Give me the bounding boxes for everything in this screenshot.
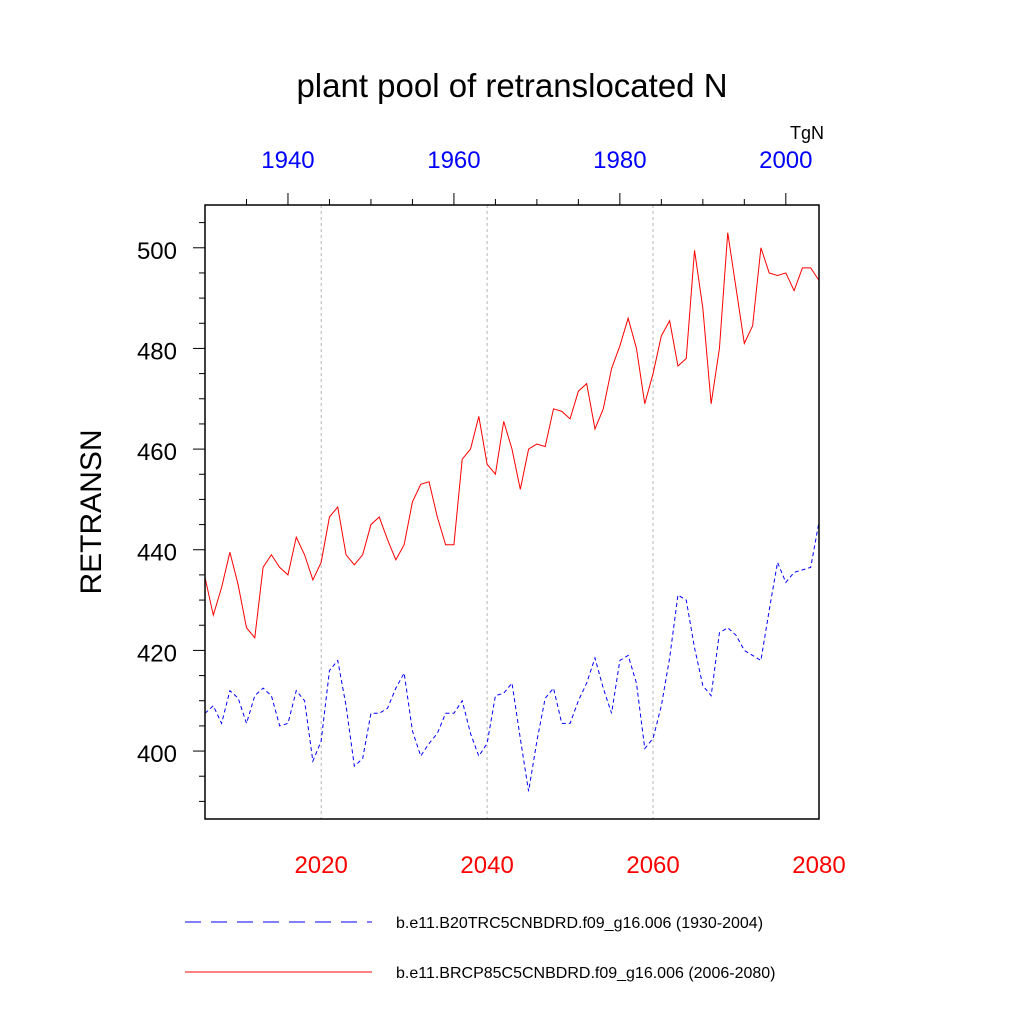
axes: 400 420 440 460 480 500 2020 2040 2060 2080 1940 19…	[137, 147, 846, 879]
bottom-x-tick-label: 2080	[792, 852, 845, 879]
top-x-tick-label: 1960	[427, 147, 480, 174]
top-x-tick-label: 1940	[261, 147, 314, 174]
bottom-x-tick-label: 2040	[460, 852, 513, 879]
legend-label-2: b.e11.BRCP85C5CNBDRD.f09_g16.006 (2006-2…	[396, 965, 775, 982]
units-label: TgN	[790, 123, 824, 143]
top-x-tick-label: 2000	[759, 147, 812, 174]
y-tick-label: 480	[137, 338, 177, 365]
top-x-tick-label: 1980	[593, 147, 646, 174]
chart-title: plant pool of retranslocated N	[296, 67, 727, 104]
y-axis-label: RETRANSN	[75, 429, 108, 594]
grid	[320, 205, 654, 819]
bottom-x-tick-label: 2060	[626, 852, 679, 879]
legend: b.e11.B20TRC5CNBDRD.f09_g16.006 (1930-20…	[185, 915, 775, 982]
plot-frame	[204, 204, 820, 820]
y-tick-label: 420	[137, 640, 177, 667]
series-line-2	[204, 232, 820, 640]
legend-label-1: b.e11.B20TRC5CNBDRD.f09_g16.006 (1930-20…	[396, 915, 763, 932]
y-tick-label: 400	[137, 741, 177, 768]
series-line-1	[204, 521, 820, 792]
series-layer	[204, 232, 820, 792]
y-tick-label: 440	[137, 540, 177, 567]
y-tick-label: 500	[137, 238, 177, 265]
y-tick-label: 460	[137, 439, 177, 466]
bottom-x-tick-label: 2020	[294, 852, 347, 879]
